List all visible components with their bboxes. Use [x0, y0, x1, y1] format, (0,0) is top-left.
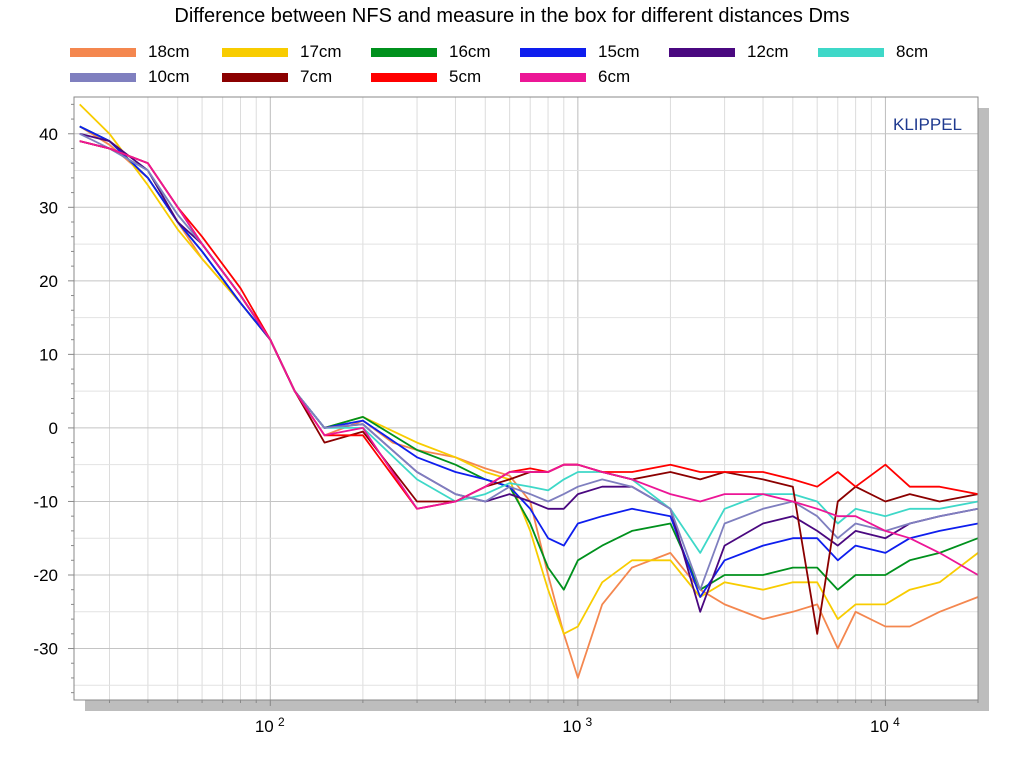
- x-tick-exponent: 2: [278, 715, 285, 729]
- legend-swatch: [222, 47, 288, 57]
- y-tick-label: 0: [49, 419, 58, 438]
- plot-border: [73, 96, 979, 701]
- x-tick-exponent: 3: [586, 715, 593, 729]
- y-tick-label: -30: [33, 640, 58, 659]
- legend-label: 15cm: [598, 42, 640, 61]
- y-tick-label: 40: [39, 125, 58, 144]
- legend-item: 8cm: [818, 42, 928, 62]
- x-tick-exponent: 4: [893, 715, 900, 729]
- legend-item: 6cm: [520, 67, 630, 87]
- legend-label: 10cm: [148, 67, 190, 86]
- legend-swatch: [371, 47, 437, 57]
- grid-lines: [74, 96, 979, 700]
- legend-label: 8cm: [896, 42, 929, 61]
- legend-item: 15cm: [520, 42, 640, 62]
- y-tick-label: -10: [33, 492, 58, 511]
- series-group: [79, 103, 979, 679]
- legend-label: 12cm: [747, 42, 789, 61]
- series-line-6cm: [79, 140, 979, 576]
- legend-item: 18cm: [70, 42, 190, 62]
- legend-swatch: [520, 72, 586, 82]
- legend-label: 7cm: [300, 67, 333, 86]
- legend-item: 17cm: [222, 42, 342, 62]
- legend-item: 7cm: [222, 67, 332, 87]
- x-tick-label: 10: [562, 717, 581, 736]
- legend-label: 6cm: [598, 67, 631, 86]
- klippel-watermark: KLIPPEL: [893, 115, 962, 134]
- y-tick-label: 30: [39, 198, 58, 217]
- y-tick-label: -20: [33, 566, 58, 585]
- x-tick-label: 10: [870, 717, 889, 736]
- legend-swatch: [818, 47, 884, 57]
- x-tick-label: 10: [255, 717, 274, 736]
- legend-label: 16cm: [449, 42, 491, 61]
- y-tick-label: 20: [39, 272, 58, 291]
- series-line-15cm: [79, 125, 979, 598]
- legend-item: 10cm: [70, 67, 190, 87]
- legend-item: 16cm: [371, 42, 491, 62]
- legend-item: 5cm: [371, 67, 481, 87]
- legend-swatch: [70, 47, 136, 57]
- legend-swatch: [520, 47, 586, 57]
- plot-background: [74, 97, 978, 700]
- legend-swatch: [371, 72, 437, 82]
- legend-label: 5cm: [449, 67, 482, 86]
- y-tick-label: 10: [39, 345, 58, 364]
- chart-title: Difference between NFS and measure in th…: [174, 5, 850, 27]
- legend-swatch: [669, 47, 735, 57]
- legend-swatch: [222, 72, 288, 82]
- legend-swatch: [70, 72, 136, 82]
- legend-item: 12cm: [669, 42, 789, 62]
- legend-label: 18cm: [148, 42, 190, 61]
- legend-label: 17cm: [300, 42, 342, 61]
